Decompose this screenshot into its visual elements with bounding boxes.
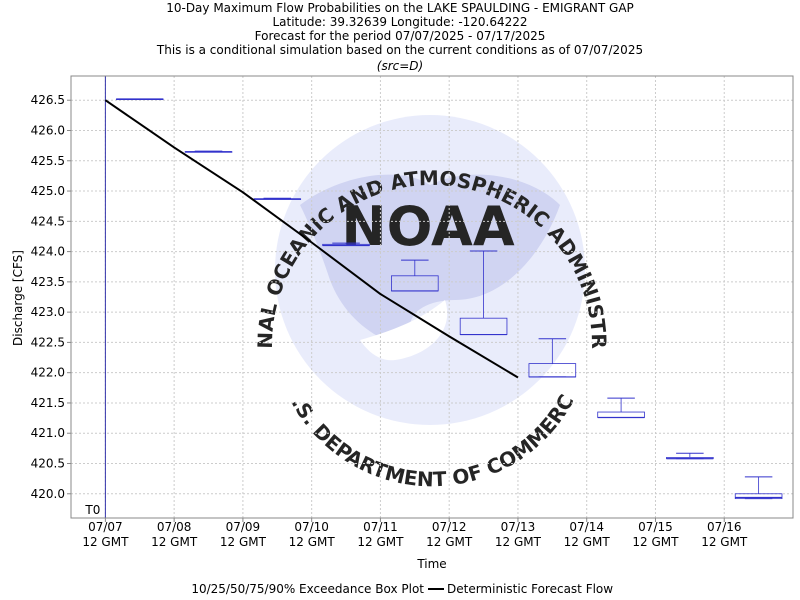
y-tick-label: 426.5 — [31, 93, 65, 107]
exceedance-box — [597, 397, 645, 419]
exceedance-box — [528, 338, 577, 378]
y-tick-label: 425.5 — [31, 154, 65, 168]
y-axis-label: Discharge [CFS] — [11, 250, 25, 346]
y-tick-label: 424.5 — [31, 214, 65, 228]
x-tick-date: 07/12 — [432, 520, 467, 534]
y-axis: 420.0 420.5 421.0 421.5 422.0 422.5 423.0 423.5… — [31, 93, 71, 501]
exceedance-box — [322, 242, 370, 247]
watermark-wave — [300, 174, 560, 350]
y-tick-label: 423.5 — [31, 275, 65, 289]
x-tick-time: 12 GMT — [82, 535, 129, 549]
watermark-center-text: NOAA — [341, 195, 514, 258]
y-tick-label: 421.5 — [31, 396, 65, 410]
t0-label: T0 — [84, 503, 100, 517]
title-line-2: Latitude: 39.32639 Longitude: -120.64222 — [272, 15, 527, 29]
watermark-gull — [360, 300, 448, 361]
y-tick-label: 425.0 — [31, 184, 65, 198]
title-line-4: This is a conditional simulation based o… — [156, 43, 643, 57]
y-tick-label: 423.0 — [31, 305, 65, 319]
y-tick-label: 421.0 — [31, 426, 65, 440]
x-tick-time: 12 GMT — [357, 535, 404, 549]
t0-marker: T0 — [84, 76, 106, 518]
title-line-1: 10-Day Maximum Flow Probabilities on the… — [166, 1, 634, 15]
title-line-3: Forecast for the period 07/07/2025 - 07/… — [255, 29, 546, 43]
x-tick-time: 12 GMT — [426, 535, 473, 549]
x-tick-date: 07/14 — [569, 520, 604, 534]
x-tick-date: 07/15 — [638, 520, 673, 534]
exceedance-box — [115, 98, 164, 101]
x-tick-time: 12 GMT — [632, 535, 679, 549]
y-tick-label: 424.0 — [31, 245, 65, 259]
x-tick-date: 07/16 — [707, 520, 742, 534]
exceedance-box — [459, 250, 508, 336]
y-tick-label: 422.0 — [31, 366, 65, 380]
x-tick-time: 12 GMT — [564, 535, 611, 549]
y-tick-label: 422.5 — [31, 335, 65, 349]
legend-line-label: Deterministic Forecast Flow — [447, 582, 613, 596]
x-tick-time: 12 GMT — [495, 535, 542, 549]
exceedance-box — [666, 452, 714, 460]
x-tick-date: 07/13 — [501, 520, 536, 534]
x-tick-date: 07/10 — [294, 520, 329, 534]
exceedance-box — [391, 259, 439, 292]
chart-title: 10-Day Maximum Flow Probabilities on the… — [156, 1, 643, 73]
exceedance-boxes — [115, 98, 783, 500]
deterministic-series — [104, 99, 519, 379]
legend-box-label: 10/25/50/75/90% Exceedance Box Plot — [191, 582, 424, 596]
x-tick-time: 12 GMT — [220, 535, 267, 549]
x-tick-date: 07/11 — [363, 520, 398, 534]
x-tick-date: 07/08 — [157, 520, 192, 534]
deterministic-forecast-line — [104, 99, 519, 379]
exceedance-box — [734, 476, 783, 500]
x-tick-time: 12 GMT — [701, 535, 748, 549]
x-axis-label: Time — [416, 557, 446, 571]
x-tick-time: 12 GMT — [151, 535, 198, 549]
x-tick-date: 07/09 — [226, 520, 261, 534]
box-body — [734, 493, 783, 500]
source-tag: (src=D) — [377, 59, 423, 73]
exceedance-box — [184, 150, 233, 153]
y-tick-label: 426.0 — [31, 123, 65, 137]
x-tick-time: 12 GMT — [289, 535, 336, 549]
exceedance-box — [253, 197, 302, 200]
y-tick-label: 420.0 — [31, 487, 65, 501]
legend: 10/25/50/75/90% Exceedance Box Plot Dete… — [191, 582, 613, 596]
plot-frame — [70, 75, 794, 519]
x-tick-date: 07/07 — [88, 520, 123, 534]
y-tick-label: 420.5 — [31, 457, 65, 471]
